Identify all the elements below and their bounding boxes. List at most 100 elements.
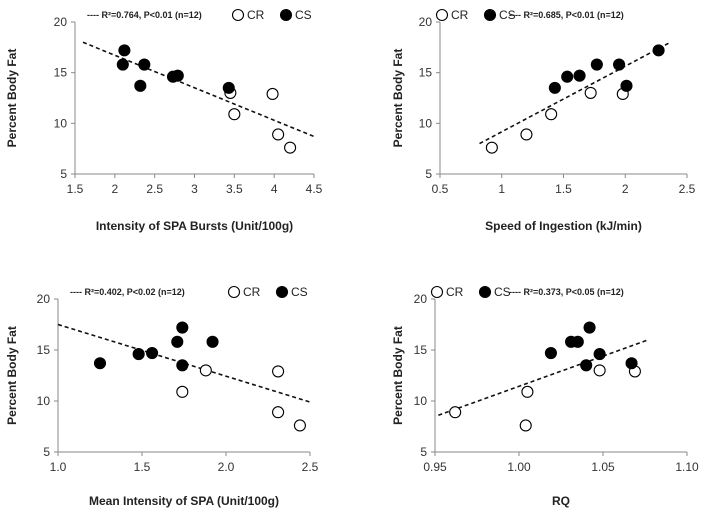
data-point-cs xyxy=(593,348,606,361)
data-point-cr xyxy=(266,87,279,100)
x-tick-label: 2.5 xyxy=(302,460,319,474)
data-point-cr xyxy=(284,141,297,154)
regression-stat-text: ---- R²=0.685, P<0.01 (n=12) xyxy=(509,10,624,20)
data-point-cs xyxy=(580,359,593,372)
y-tick-label: 20 xyxy=(37,292,51,306)
legend-marker-cs xyxy=(478,285,492,299)
legend-marker-cs xyxy=(483,8,497,22)
data-point-cs xyxy=(652,44,665,57)
data-point-cr xyxy=(272,406,285,419)
data-point-cs xyxy=(134,79,147,92)
legend-marker-cr xyxy=(231,8,245,22)
data-point-cr xyxy=(584,86,597,99)
y-tick-label: 10 xyxy=(37,394,51,408)
data-point-cr xyxy=(593,364,606,377)
data-point-cr xyxy=(521,385,534,398)
x-tick-label: 1.05 xyxy=(591,460,615,474)
data-point-cr xyxy=(272,128,285,141)
y-tick-label: 20 xyxy=(414,292,428,306)
y-tick-label: 10 xyxy=(54,116,68,130)
data-point-cs xyxy=(222,81,235,94)
y-tick-label: 10 xyxy=(419,116,433,130)
y-axis-title: Percent Body Fat xyxy=(391,326,405,425)
legend-label-cr: CR xyxy=(446,285,464,299)
panel-rq: 5 10 15 20 0.95 1.00 1.05 1.10 RQ Percent Body Fa… xyxy=(391,285,699,508)
data-point-cs xyxy=(625,357,638,370)
data-point-cs xyxy=(93,357,107,370)
regression-trendline xyxy=(438,339,649,417)
y-tick-label: 15 xyxy=(54,66,68,80)
y-tick-label: 5 xyxy=(43,445,50,459)
x-axis-title: Intensity of SPA Bursts (Unit/100g) xyxy=(96,219,293,233)
y-tick-label: 20 xyxy=(54,15,68,29)
legend-label-cs: CS xyxy=(295,8,312,22)
y-tick-label: 20 xyxy=(419,15,433,29)
data-point-cs xyxy=(583,321,596,334)
data-point-cs xyxy=(548,81,561,94)
x-tick-label: 1.5 xyxy=(67,182,84,196)
data-point-cs xyxy=(118,44,131,57)
data-point-cs xyxy=(116,58,129,71)
panel-speed-of-ingestion: 5 10 15 20 0.5 1 1.5 2 2.5 Speed of Ingestion (kJ… xyxy=(391,8,696,233)
y-tick-label: 15 xyxy=(419,66,433,80)
data-point-cr xyxy=(199,364,212,377)
data-point-cs xyxy=(132,348,145,361)
x-axis-title: Speed of Ingestion (kJ/min) xyxy=(485,219,642,233)
regression-stat-text: ---- R²=0.402, P<0.02 (n=12) xyxy=(70,287,185,297)
data-point-cs xyxy=(573,69,586,82)
y-tick-label: 15 xyxy=(37,343,51,357)
y-axis-title: Percent Body Fat xyxy=(5,49,19,148)
legend: CR CS xyxy=(435,8,516,22)
regression-trendline xyxy=(82,41,315,138)
x-tick-label: 4.5 xyxy=(306,182,323,196)
data-point-cr xyxy=(545,108,558,121)
legend-marker-cr xyxy=(435,8,449,22)
data-point-cs xyxy=(146,347,159,360)
legend-label-cs: CS xyxy=(291,285,308,299)
data-point-cr xyxy=(228,108,241,121)
legend-marker-cr xyxy=(430,285,444,299)
y-tick-label: 5 xyxy=(425,167,432,181)
legend-label-cr: CR xyxy=(451,8,469,22)
data-point-cs xyxy=(176,359,189,372)
data-point-cr xyxy=(449,406,462,419)
x-tick-label: 2 xyxy=(622,182,629,196)
legend: CR CS xyxy=(231,8,312,22)
x-tick-label: 3 xyxy=(191,182,198,196)
x-tick-label: 2 xyxy=(111,182,118,196)
legend-marker-cs xyxy=(279,8,293,22)
x-tick-label: 0.5 xyxy=(432,182,449,196)
data-point-cs xyxy=(620,79,633,92)
regression-trendline xyxy=(479,42,669,145)
legend-label-cs: CS xyxy=(494,285,511,299)
legend-label-cr: CR xyxy=(247,8,265,22)
x-tick-label: 2.0 xyxy=(218,460,235,474)
legend: CR CS xyxy=(430,285,511,299)
data-point-cr xyxy=(485,141,498,154)
y-axis-title: Percent Body Fat xyxy=(5,326,19,425)
x-tick-label: 4 xyxy=(271,182,278,196)
x-tick-label: 1.5 xyxy=(134,460,151,474)
x-tick-label: 2.5 xyxy=(146,182,163,196)
data-point-cs xyxy=(571,335,584,348)
data-point-cs xyxy=(590,58,603,71)
x-tick-label: 1 xyxy=(498,182,505,196)
data-point-cr xyxy=(519,419,532,432)
data-point-cr xyxy=(520,128,533,141)
x-tick-label: 1.10 xyxy=(675,460,699,474)
data-point-cs xyxy=(206,335,219,348)
panel-mean-intensity-spa: 5 10 15 20 1.0 1.5 2.0 2.5 Mean Intensity of SPA… xyxy=(5,285,319,508)
x-axis-title: RQ xyxy=(552,494,570,508)
y-tick-label: 15 xyxy=(414,343,428,357)
data-point-cs xyxy=(171,335,184,348)
data-point-cr xyxy=(293,419,306,432)
data-point-cs xyxy=(613,58,626,71)
x-tick-label: 0.95 xyxy=(423,460,447,474)
regression-stat-text: ---- R²=0.764, P<0.01 (n=12) xyxy=(87,10,202,20)
panel-spa-bursts: 5 10 15 20 1.5 2 2.5 3 3.5 4 4.5 Intensity of SPA B… xyxy=(5,8,323,233)
data-point-cs xyxy=(544,347,557,360)
data-point-cs xyxy=(561,70,574,83)
x-tick-label: 1.5 xyxy=(555,182,572,196)
data-point-cs xyxy=(176,321,189,334)
